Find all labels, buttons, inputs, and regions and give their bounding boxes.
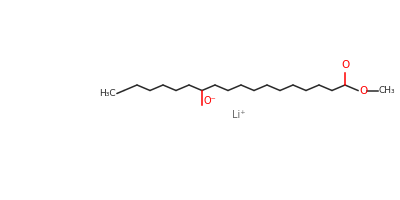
Text: O: O xyxy=(341,60,349,70)
Text: O⁻: O⁻ xyxy=(203,96,216,106)
Text: CH₃: CH₃ xyxy=(378,86,395,95)
Text: Li⁺: Li⁺ xyxy=(232,110,246,119)
Text: O: O xyxy=(360,86,368,96)
Text: H₃C: H₃C xyxy=(99,89,116,98)
